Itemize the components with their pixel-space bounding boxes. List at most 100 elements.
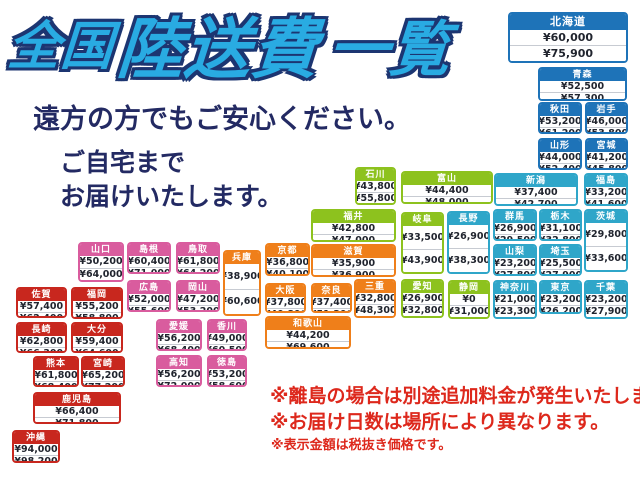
pref-name-chiba: 千葉: [586, 282, 626, 294]
pref-price1-hokkaido: ¥60,000: [510, 30, 626, 45]
pref-price1-akita: ¥53,200: [538, 116, 582, 127]
pref-box-tokyo: 東京 ¥23,200 ¥26,200: [539, 280, 582, 314]
pref-price2-niigata: ¥42,700: [496, 198, 576, 204]
pref-name-shiga: 滋賀: [313, 246, 394, 258]
pref-box-saitama: 埼玉 ¥25,500 ¥27,900: [539, 244, 582, 276]
pref-name-iwate: 岩手: [587, 104, 626, 116]
pref-price1-kagawa: ¥49,000: [207, 333, 247, 344]
pref-box-saga: 佐賀¥57,400¥62,400: [16, 287, 67, 318]
pref-box-ibaraki: 茨城 ¥29,800 ¥33,600: [584, 209, 628, 272]
pref-price2-hiroshima: ¥55,600: [129, 305, 169, 310]
pref-box-yamagata: 山形 ¥44,000 ¥52,400: [538, 138, 582, 170]
pref-price1-okayama: ¥47,200: [176, 294, 220, 305]
pref-price2-shimane: ¥71,000: [129, 267, 169, 272]
pref-box-kanagawa: 神奈川 ¥21,000 ¥23,300: [493, 280, 537, 319]
pref-box-shizuoka: 静岡 ¥0 ¥31,000: [448, 280, 490, 319]
pref-box-kagawa: 香川 ¥49,000 ¥60,500: [207, 319, 247, 351]
pref-name-yamagata: 山形: [540, 140, 580, 152]
pref-price1-tottori: ¥61,800: [176, 256, 220, 267]
pref-box-mie: 三重 ¥32,800 ¥48,300: [354, 279, 396, 318]
pref-price1-miyazaki: ¥65,200: [81, 370, 125, 381]
pref-name-tokyo: 東京: [541, 282, 580, 294]
pref-price1-ibaraki: ¥29,800: [586, 223, 626, 246]
pref-price1-yamaguchi: ¥50,200: [79, 256, 123, 268]
pref-name-kyoto: 京都: [267, 245, 308, 257]
pref-box-aomori: 青森 ¥52,500 ¥57,300: [538, 67, 627, 101]
pref-name-gunma: 群馬: [495, 211, 535, 223]
pref-name-toyama: 富山: [403, 173, 491, 185]
pref-box-toyama: 富山 ¥44,400 ¥48,000: [401, 171, 493, 204]
pref-price1-fukuoka: ¥55,200: [73, 301, 121, 312]
pref-name-tottori: 鳥取: [178, 244, 218, 256]
pref-box-fukui: 福井 ¥42,800 ¥47,000: [311, 209, 396, 242]
pref-box-akita: 秋田 ¥53,200 ¥61,200: [538, 102, 582, 134]
pref-name-fukui: 福井: [313, 211, 394, 223]
pref-box-kumamoto: 熊本¥61,800¥68,400: [33, 356, 79, 387]
pref-price2-nagasaki: ¥66,300: [18, 347, 65, 351]
pref-price2-gifu: ¥43,900: [403, 248, 442, 272]
pref-price2-nagano: ¥38,300: [449, 248, 488, 272]
pref-name-kagawa: 香川: [209, 321, 245, 333]
pref-box-hyogo: 兵庫¥38,900¥60,600: [223, 250, 261, 316]
pref-box-niigata: 新潟 ¥37,400 ¥42,700: [494, 173, 578, 206]
pref-box-iwate: 岩手 ¥46,000 ¥53,800: [585, 102, 628, 134]
pref-price1-ehime: ¥56,200: [157, 333, 201, 344]
pref-price2-aichi: ¥32,800: [401, 304, 444, 316]
pref-price1-yamanashi: ¥23,200: [493, 258, 537, 269]
pref-box-shimane: 島根 ¥60,400 ¥71,000: [127, 242, 171, 274]
pref-box-gunma: 群馬 ¥26,900 ¥29,500: [493, 209, 537, 241]
pref-box-ehime: 愛媛 ¥56,200 ¥68,400: [156, 319, 202, 351]
pref-name-miyagi: 宮城: [587, 140, 626, 152]
pref-price2-saga: ¥62,400: [18, 312, 65, 316]
pref-price2-tokushima: ¥58,600: [209, 380, 245, 385]
pref-price1-yamagata: ¥44,000: [538, 152, 582, 163]
pref-name-kagoshima: 鹿児島: [35, 394, 119, 406]
pref-price1-fukui: ¥42,800: [313, 223, 394, 234]
pref-name-okinawa: 沖縄: [14, 432, 58, 444]
pref-box-ishikawa: 石川 ¥43,800 ¥55,800: [355, 167, 396, 205]
pref-price2-kumamoto: ¥68,400: [35, 381, 77, 385]
pref-name-ibaraki: 茨城: [586, 211, 626, 223]
pref-name-shimane: 島根: [129, 244, 169, 256]
pref-price2-okinawa: ¥98,200: [14, 455, 58, 461]
pref-price1-toyama: ¥44,400: [403, 185, 491, 196]
pref-price1-wakayama: ¥44,200: [267, 330, 349, 341]
pref-price1-saitama: ¥25,500: [539, 258, 582, 269]
pref-name-okayama: 岡山: [178, 282, 218, 294]
pref-name-saga: 佐賀: [18, 289, 65, 301]
pref-name-gifu: 岐阜: [403, 214, 442, 226]
pref-price1-chiba: ¥23,200: [584, 294, 628, 305]
pref-name-tochigi: 栃木: [541, 211, 580, 223]
pref-box-nagano: 長野 ¥26,900 ¥38,300: [447, 211, 490, 274]
pref-box-kochi: 高知 ¥56,200 ¥72,000: [156, 355, 202, 387]
pref-price1-tokushima: ¥53,200: [207, 369, 247, 380]
pref-name-kumamoto: 熊本: [35, 358, 77, 370]
pref-price2-toyama: ¥48,000: [403, 196, 491, 202]
pref-box-okayama: 岡山 ¥47,200 ¥53,200: [176, 280, 220, 312]
subtitle-reassurance: 遠方の方でもご安心ください。: [33, 104, 411, 135]
pref-name-oita: 大分: [73, 324, 121, 336]
pref-box-nagasaki: 長崎¥62,800¥66,300: [16, 322, 67, 353]
pref-box-okinawa: 沖縄 ¥94,000 ¥98,200: [12, 430, 60, 463]
note-remote-islands: ※離島の場合は別途追加料金が発生いたします。: [270, 385, 640, 407]
pref-box-gifu: 岐阜 ¥33,500 ¥43,900: [401, 212, 444, 274]
pref-price2-shiga: ¥36,900: [313, 269, 394, 275]
pref-price2-kyoto: ¥40,100: [267, 268, 308, 274]
pref-price2-tokyo: ¥26,200: [541, 305, 580, 312]
pref-price1-tochigi: ¥31,100: [539, 223, 582, 234]
pref-price2-saitama: ¥27,900: [541, 269, 580, 274]
pref-price1-osaka: ¥37,800: [265, 297, 306, 308]
pref-name-nara: 奈良: [313, 285, 350, 297]
pref-price2-fukushima: ¥41,600: [586, 198, 626, 204]
pref-price2-shizuoka: ¥31,000: [448, 305, 490, 317]
pref-price2-wakayama: ¥69,600: [267, 341, 349, 347]
pref-name-fukushima: 福島: [586, 175, 626, 187]
pref-name-yamaguchi: 山口: [80, 244, 122, 256]
pref-name-tokushima: 徳島: [209, 357, 245, 369]
pref-price1-aomori: ¥52,500: [540, 81, 625, 92]
pref-box-hokkaido: 北海道 ¥60,000 ¥75,900: [508, 12, 628, 63]
pref-box-aichi: 愛知 ¥26,900 ¥32,800: [401, 279, 444, 318]
pref-price1-hiroshima: ¥52,000: [127, 294, 171, 305]
subtitle-home-delivery-1: ご自宅まで: [60, 148, 186, 177]
